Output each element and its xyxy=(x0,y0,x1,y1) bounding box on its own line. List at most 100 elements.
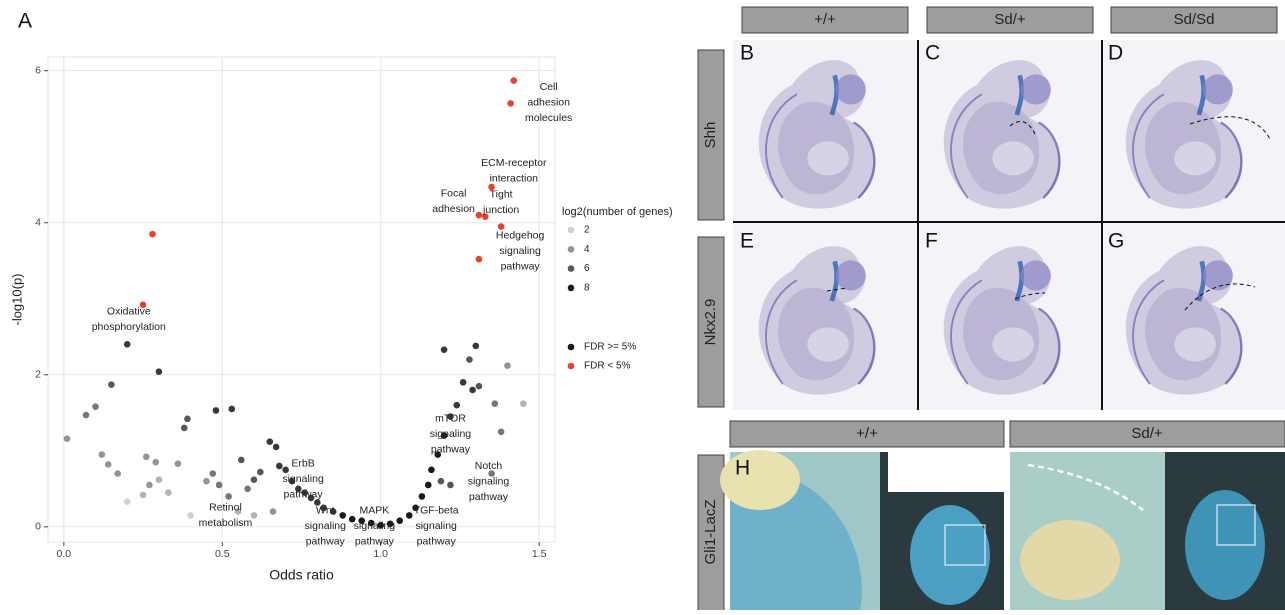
legend-label: FDR >= 5% xyxy=(584,342,636,353)
data-point xyxy=(175,460,182,467)
legend-label: 8 xyxy=(584,283,590,294)
data-point xyxy=(99,451,106,458)
legend-swatch xyxy=(568,246,575,253)
y-tick-label: 4 xyxy=(35,217,41,229)
panel-label: A xyxy=(18,10,32,33)
data-point xyxy=(165,489,172,496)
annotation: pathway xyxy=(284,488,324,500)
data-point xyxy=(447,482,454,489)
data-point xyxy=(124,341,131,348)
data-point xyxy=(498,428,505,435)
data-point xyxy=(64,435,71,442)
data-point xyxy=(213,407,220,414)
data-point xyxy=(156,476,163,483)
annotation: TGF-beta xyxy=(414,505,459,517)
panel-letter: D xyxy=(1108,42,1123,65)
y-tick-label: 6 xyxy=(35,64,41,76)
annotation: Cell xyxy=(540,81,558,93)
column-header: Sd/+ xyxy=(994,11,1026,28)
annotation: Wnt xyxy=(316,505,335,517)
data-point xyxy=(152,459,159,466)
data-point xyxy=(251,476,258,483)
annotation: interaction xyxy=(490,173,539,185)
annotation: signaling xyxy=(468,475,510,487)
data-point xyxy=(511,77,518,84)
column-header: +/+ xyxy=(856,425,878,442)
annotation: Retinol xyxy=(209,502,242,514)
y-tick-label: 0 xyxy=(35,521,41,533)
data-point xyxy=(270,508,277,515)
annotation: pathway xyxy=(355,536,395,548)
annotation: signaling xyxy=(415,520,457,532)
data-point xyxy=(181,425,188,432)
data-point xyxy=(105,461,112,468)
annotation: signaling xyxy=(282,473,324,485)
annotation: adhesion xyxy=(527,97,570,109)
annotation: Hedgehog xyxy=(496,229,545,241)
x-axis-label: Odds ratio xyxy=(269,567,334,583)
zoom-image xyxy=(720,450,800,510)
legend-swatch xyxy=(568,285,575,292)
column-header: Sd/+ xyxy=(1131,425,1163,442)
data-point xyxy=(453,402,460,409)
annotation: Notch xyxy=(475,460,503,472)
data-point xyxy=(476,212,483,219)
panel-letter: H xyxy=(735,457,750,480)
image-panels: +/+ Sd/+ Sd/Sd Shh Nkx2.9 Gli1-LacZ B C … xyxy=(698,7,1285,610)
column-header: Sd/Sd xyxy=(1174,11,1215,28)
annotation: Tight xyxy=(490,188,513,200)
data-point xyxy=(143,454,150,461)
annotation: Focal xyxy=(441,188,467,200)
x-tick-label: 1.0 xyxy=(373,548,388,560)
data-point xyxy=(108,381,115,388)
annotation: signaling xyxy=(305,520,347,532)
annotation: phosphorylation xyxy=(92,321,166,333)
legend-swatch xyxy=(568,363,575,370)
legend-swatch xyxy=(568,227,575,234)
data-point xyxy=(339,512,346,519)
data-point xyxy=(472,343,479,350)
data-point xyxy=(187,512,194,519)
annotation: ErbB xyxy=(291,457,314,469)
annotation: ECM-receptor xyxy=(481,157,547,169)
annotation: junction xyxy=(482,204,519,216)
annotation: pathway xyxy=(469,491,509,503)
x-tick-label: 0.0 xyxy=(57,548,72,560)
annotation: MAPK xyxy=(359,505,389,517)
figure: A 0.00.51.01.50246Odds ratio-log10(p)Cel… xyxy=(0,0,1285,610)
data-point xyxy=(156,368,163,375)
data-point xyxy=(507,100,514,107)
data-point xyxy=(184,416,191,423)
annotation: signaling xyxy=(430,428,472,440)
panel-letter: B xyxy=(740,42,754,65)
data-point xyxy=(504,362,511,369)
data-point xyxy=(428,466,435,473)
x-tick-label: 0.5 xyxy=(215,548,230,560)
data-point xyxy=(146,482,153,489)
data-point xyxy=(114,470,121,477)
whole-embryo xyxy=(910,505,990,605)
data-point xyxy=(396,517,403,524)
annotation: pathway xyxy=(431,444,471,456)
panel-letter: C xyxy=(925,42,940,65)
data-point xyxy=(425,482,432,489)
data-point xyxy=(419,493,426,500)
row-header: Nkx2.9 xyxy=(702,299,719,346)
annotation: pathway xyxy=(417,536,457,548)
data-point xyxy=(438,478,445,485)
data-point xyxy=(257,469,264,476)
legend-label: 4 xyxy=(584,244,590,255)
data-point xyxy=(441,346,448,353)
image-inset xyxy=(888,452,1004,492)
data-point xyxy=(238,457,245,464)
annotation: mTOR xyxy=(435,413,466,425)
data-point xyxy=(244,485,251,492)
annotation: adhesion xyxy=(432,203,475,215)
data-point xyxy=(273,444,280,451)
data-point xyxy=(83,412,90,419)
data-point xyxy=(491,400,498,407)
annotation: metabolism xyxy=(199,517,253,529)
zoom-image xyxy=(1020,520,1120,600)
annotation: Oxidative xyxy=(107,305,151,317)
annotation: signaling xyxy=(354,520,396,532)
